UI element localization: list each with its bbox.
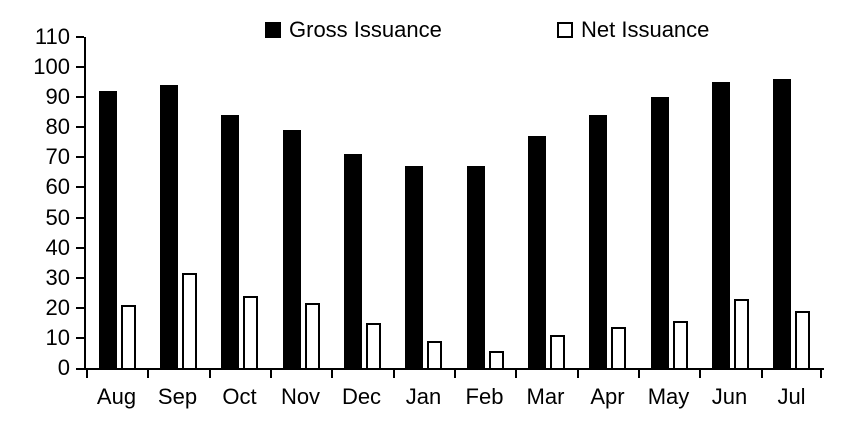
y-axis-tick xyxy=(76,368,84,370)
x-axis-tick xyxy=(270,370,272,378)
bar-net-issuance xyxy=(243,296,258,368)
x-axis-tick xyxy=(393,370,395,378)
y-axis-tick-label: 100 xyxy=(33,54,70,80)
x-axis-category-label: Jan xyxy=(405,384,442,409)
bar-gross-issuance xyxy=(221,115,239,368)
y-axis-tick-label: 60 xyxy=(45,174,70,200)
bar-gross-issuance xyxy=(528,136,546,368)
bar-gross-issuance xyxy=(773,79,791,368)
y-axis-tick xyxy=(76,156,84,159)
y-axis-tick xyxy=(76,36,84,38)
x-axis-tick xyxy=(699,370,701,378)
bar-gross-issuance xyxy=(99,91,117,368)
x-axis-tick xyxy=(515,370,517,378)
x-axis-tick xyxy=(638,370,640,378)
bar-gross-issuance xyxy=(160,85,178,368)
y-axis-tick xyxy=(76,96,84,99)
bar-gross-issuance xyxy=(712,82,730,368)
bar-net-issuance xyxy=(366,323,381,368)
x-axis-category-label: May xyxy=(647,384,690,409)
y-axis-tick-label: 80 xyxy=(45,114,70,140)
bar-gross-issuance xyxy=(467,166,485,368)
x-axis-category-label: Sep xyxy=(157,384,198,409)
bar-gross-issuance xyxy=(651,97,669,368)
x-axis-line xyxy=(84,368,824,370)
legend-item-net-issuance: Net Issuance xyxy=(557,19,709,41)
x-axis-category-label: Jun xyxy=(711,384,748,409)
bar-net-issuance xyxy=(305,303,320,368)
bar-net-issuance xyxy=(182,273,197,368)
y-axis-tick xyxy=(76,336,84,339)
net-issuance-swatch-icon xyxy=(557,22,573,38)
bar-net-issuance xyxy=(611,327,626,368)
x-axis-tick xyxy=(331,370,333,378)
y-axis-tick-label: 10 xyxy=(45,324,70,350)
gross-issuance-swatch-icon xyxy=(265,22,281,38)
x-axis-category-label: Dec xyxy=(341,384,382,409)
legend-label-net-issuance: Net Issuance xyxy=(581,17,710,42)
x-axis-category-label: Jul xyxy=(777,384,806,409)
x-axis-tick xyxy=(86,370,88,378)
legend-label-gross-issuance: Gross Issuance xyxy=(289,17,442,42)
y-axis-tick xyxy=(76,66,84,69)
y-axis-tick-label: 20 xyxy=(45,294,70,320)
bar-gross-issuance xyxy=(405,166,423,368)
y-axis-line xyxy=(84,37,86,370)
x-axis-tick xyxy=(820,370,822,378)
bar-net-issuance xyxy=(673,321,688,368)
x-axis-category-label: Aug xyxy=(96,384,137,409)
y-axis-tick-label: 0 xyxy=(57,355,70,380)
y-axis-tick-label: 30 xyxy=(45,264,70,290)
y-axis-tick-label: 70 xyxy=(45,144,70,170)
x-axis-tick xyxy=(761,370,763,378)
x-axis-category-label: Mar xyxy=(526,384,565,409)
plot-area: 0 10 20 30 40 50 60 70 80 90 100 110 Aug Sep Oct Nov Dec… xyxy=(33,26,824,408)
y-axis-tick xyxy=(76,306,84,309)
bar-gross-issuance xyxy=(283,130,301,368)
x-axis-tick xyxy=(209,370,211,378)
bar-gross-issuance xyxy=(589,115,607,368)
bar-net-issuance xyxy=(795,311,810,368)
x-axis-category-label: Apr xyxy=(590,384,625,409)
y-axis-tick xyxy=(76,126,84,129)
x-axis-tick xyxy=(147,370,149,378)
y-axis-tick-label: 110 xyxy=(34,24,70,49)
y-axis-tick xyxy=(76,276,84,279)
y-axis-tick xyxy=(76,216,84,219)
y-axis-tick xyxy=(76,186,84,189)
y-axis-tick-label: 40 xyxy=(45,234,70,260)
bar-net-issuance xyxy=(550,335,565,368)
x-axis-category-label: Nov xyxy=(280,384,321,409)
bar-net-issuance xyxy=(734,299,749,368)
bar-net-issuance xyxy=(489,351,504,368)
bar-net-issuance xyxy=(121,305,136,368)
x-axis-category-label: Feb xyxy=(465,384,504,409)
bar-net-issuance xyxy=(427,341,442,368)
x-axis-category-label: Oct xyxy=(222,384,257,409)
bar-gross-issuance xyxy=(344,154,362,368)
y-axis-tick-label: 90 xyxy=(45,84,70,110)
y-axis-tick-label: 50 xyxy=(45,204,70,230)
x-axis-tick xyxy=(454,370,456,378)
x-axis-tick xyxy=(577,370,579,378)
y-axis-tick xyxy=(76,246,84,249)
legend-item-gross-issuance: Gross Issuance xyxy=(265,19,442,41)
